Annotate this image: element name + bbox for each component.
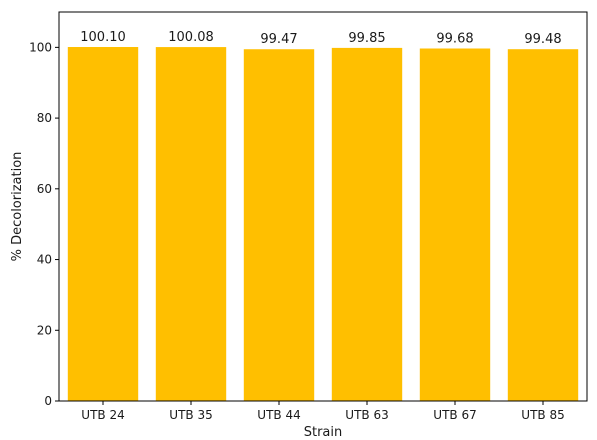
y-tick-label: 80 [37,111,52,125]
bar-utb-44 [243,49,315,401]
data-labels-group: 100.10 100.08 99.47 99.85 99.68 99.48 [80,30,561,47]
y-tick-label: 60 [37,182,52,196]
y-tick-label: 100 [29,40,52,54]
bars-group [67,47,579,402]
bar-utb-85 [507,49,579,401]
data-label: 100.10 [80,30,126,45]
plot-frame [58,11,588,402]
data-label: 100.08 [168,30,214,45]
x-tick-label: UTB 85 [521,408,564,422]
bar-utb-24 [67,47,139,401]
y-tick-label: 40 [37,253,52,267]
x-tick-label: UTB 24 [81,408,124,422]
data-label: 99.68 [436,31,473,46]
x-tick-label: UTB 67 [433,408,476,422]
x-axis: UTB 24 UTB 35 UTB 44 UTB 63 UTB 67 UTB 85 [81,401,565,422]
bar-utb-63 [331,47,403,401]
bar-utb-67 [419,48,491,402]
y-tick-label: 20 [37,323,52,337]
data-label: 99.48 [524,32,561,47]
x-tick-label: UTB 44 [257,408,300,422]
x-tick-label: UTB 35 [169,408,212,422]
y-axis: 0 20 40 60 80 100 [29,40,59,408]
data-label: 99.47 [260,32,297,47]
data-label: 99.85 [348,31,385,46]
y-tick-label: 0 [44,394,52,408]
y-axis-title: % Decolorization [10,152,25,262]
bar-utb-35 [155,47,227,402]
x-axis-title: Strain [304,425,343,440]
x-tick-label: UTB 63 [345,408,388,422]
